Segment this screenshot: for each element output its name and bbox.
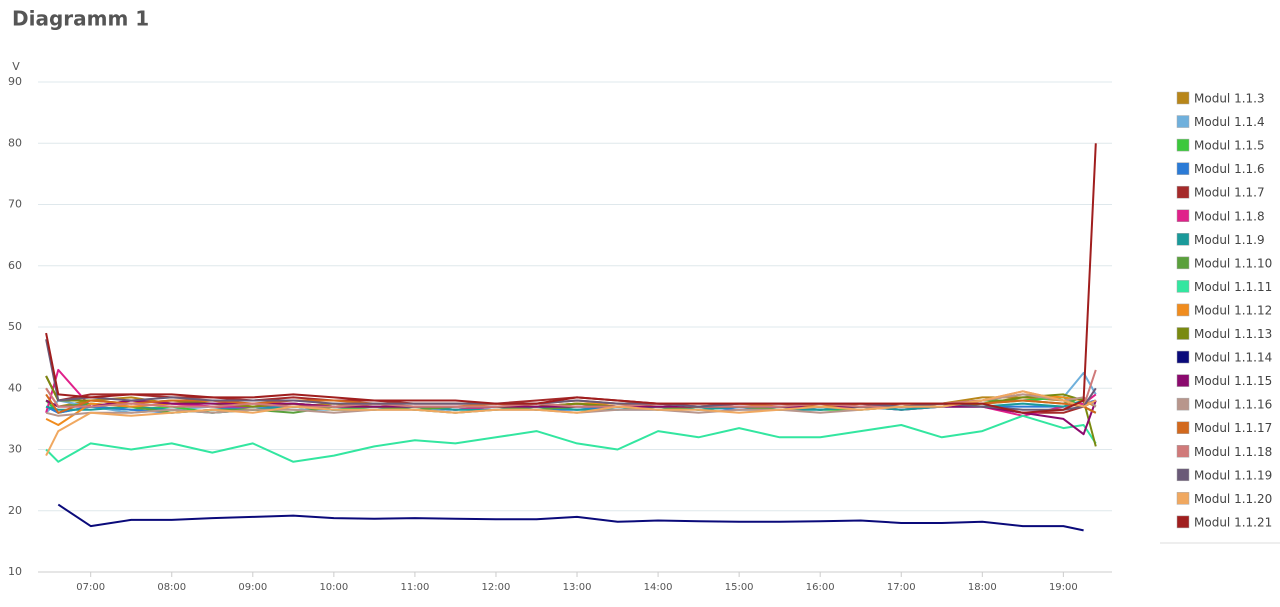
legend-swatch	[1176, 397, 1190, 411]
legend-swatch	[1176, 91, 1190, 105]
legend-swatch	[1176, 492, 1190, 505]
legend-swatch	[1176, 233, 1190, 246]
legend-swatch	[1176, 303, 1190, 317]
legend-label: Modul 1.1.20	[1194, 492, 1272, 506]
legend-swatch	[1176, 115, 1190, 128]
x-tick-label: 12:00	[482, 582, 511, 593]
legend-label: Modul 1.1.16	[1194, 398, 1272, 412]
legend-label: Modul 1.1.5	[1194, 139, 1265, 153]
x-tick-label: 17:00	[887, 582, 916, 593]
legend-swatch	[1176, 162, 1190, 175]
x-tick-label: 07:00	[76, 582, 105, 593]
x-tick-label: 18:00	[968, 582, 997, 593]
legend-swatch	[1176, 350, 1190, 364]
x-tick-label: 11:00	[400, 582, 429, 593]
legend-label: Modul 1.1.21	[1194, 515, 1272, 529]
legend-label: Modul 1.1.12	[1194, 303, 1272, 317]
y-tick-label: 70	[8, 198, 22, 211]
legend-swatch	[1176, 327, 1190, 340]
x-tick-label: 19:00	[1049, 582, 1078, 593]
legend-label: Modul 1.1.4	[1194, 115, 1265, 129]
legend-label: Modul 1.1.7	[1194, 186, 1265, 200]
x-tick-label: 09:00	[238, 582, 267, 593]
x-tick-label: 10:00	[319, 582, 348, 593]
legend-swatch	[1176, 185, 1190, 199]
x-tick-label: 08:00	[157, 582, 186, 593]
y-tick-label: 60	[8, 259, 22, 272]
legend-swatch	[1176, 468, 1190, 482]
y-tick-label: 10	[8, 565, 22, 578]
legend-label: Modul 1.1.9	[1194, 233, 1265, 247]
y-tick-label: 40	[8, 381, 22, 394]
legend-swatch	[1176, 256, 1190, 270]
legend-label: Modul 1.1.8	[1194, 209, 1265, 223]
x-tick-label: 16:00	[806, 582, 835, 593]
series-line	[45, 414, 1097, 463]
legend-swatch	[1176, 280, 1190, 293]
legend-swatch	[1176, 445, 1190, 458]
series-line	[45, 143, 1097, 414]
legend-swatch	[1176, 209, 1190, 222]
y-tick-label: 30	[8, 443, 22, 456]
series-line	[45, 369, 1097, 408]
legend-label: Modul 1.1.6	[1194, 162, 1265, 176]
x-tick-label: 13:00	[563, 582, 592, 593]
x-tick-label: 15:00	[725, 582, 754, 593]
legend-label: Modul 1.1.10	[1194, 256, 1272, 270]
y-tick-label: 50	[8, 320, 22, 333]
legend-label: Modul 1.1.17	[1194, 421, 1272, 435]
series-line	[57, 503, 1084, 532]
legend-label: Modul 1.1.13	[1194, 327, 1272, 341]
legend-label: Modul 1.1.3	[1194, 92, 1265, 106]
legend-swatch	[1176, 421, 1190, 434]
legend-label: Modul 1.1.18	[1194, 445, 1272, 459]
y-tick-label: 20	[8, 504, 22, 517]
y-tick-label: 90	[8, 75, 22, 88]
legend-label: Modul 1.1.11	[1194, 280, 1272, 294]
legend-swatch	[1176, 374, 1190, 387]
y-axis-label: V	[12, 60, 20, 73]
legend-label: Modul 1.1.15	[1194, 374, 1272, 388]
legend-label: Modul 1.1.14	[1194, 351, 1272, 365]
chart-title: Diagramm 1	[12, 7, 149, 31]
legend-label: Modul 1.1.19	[1194, 468, 1272, 482]
legend-swatch	[1176, 138, 1190, 152]
y-tick-label: 80	[8, 136, 22, 149]
legend-swatch	[1176, 515, 1190, 529]
x-tick-label: 14:00	[644, 582, 673, 593]
